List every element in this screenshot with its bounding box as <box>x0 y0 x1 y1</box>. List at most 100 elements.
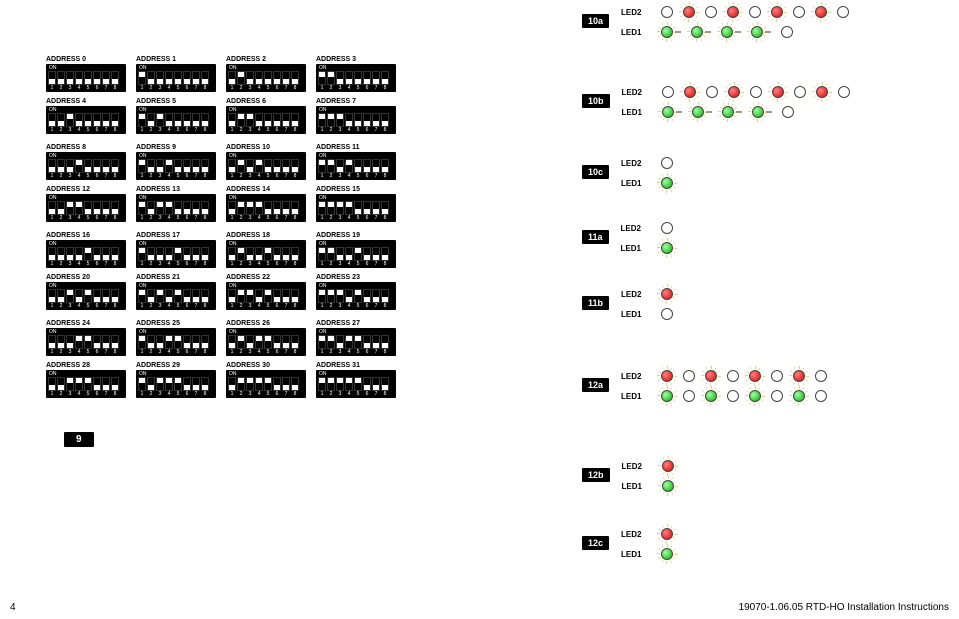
section-tag: 10a <box>582 14 609 28</box>
dip-block: ADDRESS 16ON12345678 <box>46 232 126 268</box>
dip-block: ADDRESS 10ON12345678 <box>226 144 306 180</box>
led-label: LED2 <box>622 462 652 471</box>
led-indicator <box>749 390 761 402</box>
led-indicator <box>661 242 673 254</box>
dip-block: ADDRESS 31ON12345678 <box>316 362 396 398</box>
led-indicator <box>815 390 827 402</box>
led-section-12b: 12b LED2 LED1 <box>582 460 674 492</box>
led-indicator <box>793 6 805 18</box>
dip-block: ADDRESS 11ON12345678 <box>316 144 396 180</box>
page-number: 4 <box>10 602 16 613</box>
led-indicator <box>684 86 696 98</box>
dip-block: ADDRESS 6ON12345678 <box>226 98 306 134</box>
dip-block: ADDRESS 12ON12345678 <box>46 186 126 222</box>
led-indicator <box>705 370 717 382</box>
led-indicator <box>692 106 704 118</box>
led-indicator <box>771 390 783 402</box>
dip-block: ADDRESS 21ON12345678 <box>136 274 216 310</box>
led-indicator <box>661 6 673 18</box>
led-indicator <box>683 390 695 402</box>
dip-block: ADDRESS 14ON12345678 <box>226 186 306 222</box>
led-label: LED1 <box>621 244 651 253</box>
section-tag: 12b <box>582 468 610 482</box>
led-section-11b: 11bLED2LED1 <box>582 288 673 320</box>
dip-block: ADDRESS 28ON12345678 <box>46 362 126 398</box>
led-indicator <box>816 86 828 98</box>
dip-block: ADDRESS 4ON12345678 <box>46 98 126 134</box>
led-label: LED2 <box>622 88 652 97</box>
dip-block: ADDRESS 29ON12345678 <box>136 362 216 398</box>
led-indicator <box>749 6 761 18</box>
led-section-10c: 10cLED2LED1 <box>582 157 673 189</box>
led-label: LED2 <box>621 8 651 17</box>
doc-id: 19070-1.06.05 RTD-HO Installation Instru… <box>739 602 949 613</box>
led-indicator <box>750 86 762 98</box>
dip-block: ADDRESS 30ON12345678 <box>226 362 306 398</box>
led-indicator <box>662 460 674 472</box>
led-indicator <box>728 86 740 98</box>
led-section-10a: 10a LED2 LED1 <box>582 6 849 38</box>
led-indicator <box>661 177 673 189</box>
led-indicator <box>837 6 849 18</box>
led-label: LED2 <box>621 290 651 299</box>
led-indicator <box>793 370 805 382</box>
led-label: LED1 <box>621 392 651 401</box>
led-label: LED1 <box>622 482 652 491</box>
section-tag: 12c <box>582 536 609 550</box>
led-indicator <box>661 548 673 560</box>
led-indicator <box>752 106 764 118</box>
led-label: LED2 <box>621 530 651 539</box>
dip-block: ADDRESS 2ON12345678 <box>226 56 306 92</box>
led-indicator <box>683 370 695 382</box>
led-indicator <box>706 86 718 98</box>
led-indicator <box>794 86 806 98</box>
led-indicator <box>661 222 673 234</box>
dip-block: ADDRESS 22ON12345678 <box>226 274 306 310</box>
dip-block: ADDRESS 15ON12345678 <box>316 186 396 222</box>
dip-block: ADDRESS 27ON12345678 <box>316 320 396 356</box>
led-indicator <box>691 26 703 38</box>
dip-block: ADDRESS 24ON12345678 <box>46 320 126 356</box>
dip-block: ADDRESS 8ON12345678 <box>46 144 126 180</box>
section-tag: 11a <box>582 230 609 244</box>
led-indicator <box>838 86 850 98</box>
led-section-12a: 12aLED2LED1 <box>582 370 827 402</box>
led-indicator <box>661 26 673 38</box>
dip-block: ADDRESS 20ON12345678 <box>46 274 126 310</box>
led-section-12c: 12cLED2LED1 <box>582 528 673 560</box>
dip-block: ADDRESS 9ON12345678 <box>136 144 216 180</box>
dip-block: ADDRESS 26ON12345678 <box>226 320 306 356</box>
dip-block: ADDRESS 13ON12345678 <box>136 186 216 222</box>
led-indicator <box>721 26 733 38</box>
led-indicator <box>815 6 827 18</box>
led-indicator <box>782 106 794 118</box>
led-indicator <box>793 390 805 402</box>
dip-switch-table: ADDRESS 0ON12345678ADDRESS 1ON12345678AD… <box>46 56 396 398</box>
led-indicator <box>749 370 761 382</box>
tag-9: 9 <box>64 432 94 447</box>
led-indicator <box>815 370 827 382</box>
dip-block: ADDRESS 17ON12345678 <box>136 232 216 268</box>
led-indicator <box>781 26 793 38</box>
dip-block: ADDRESS 7ON12345678 <box>316 98 396 134</box>
led-label: LED1 <box>622 108 652 117</box>
led-indicator <box>661 528 673 540</box>
led-indicator <box>772 86 784 98</box>
led-indicator <box>661 288 673 300</box>
led-section-11a: 11a LED2 LED1 <box>582 222 673 254</box>
section-tag: 12a <box>582 378 609 392</box>
dip-block: ADDRESS 18ON12345678 <box>226 232 306 268</box>
dip-block: ADDRESS 23ON12345678 <box>316 274 396 310</box>
section-tag: 10b <box>582 94 610 108</box>
led-label: LED1 <box>621 28 651 37</box>
led-indicator <box>727 6 739 18</box>
led-indicator <box>722 106 734 118</box>
led-indicator <box>683 6 695 18</box>
led-label: LED2 <box>621 159 651 168</box>
dip-block: ADDRESS 1ON12345678 <box>136 56 216 92</box>
led-indicator <box>727 390 739 402</box>
led-label: LED1 <box>621 179 651 188</box>
led-label: LED2 <box>621 224 651 233</box>
dip-block: ADDRESS 19ON12345678 <box>316 232 396 268</box>
led-indicator <box>661 308 673 320</box>
